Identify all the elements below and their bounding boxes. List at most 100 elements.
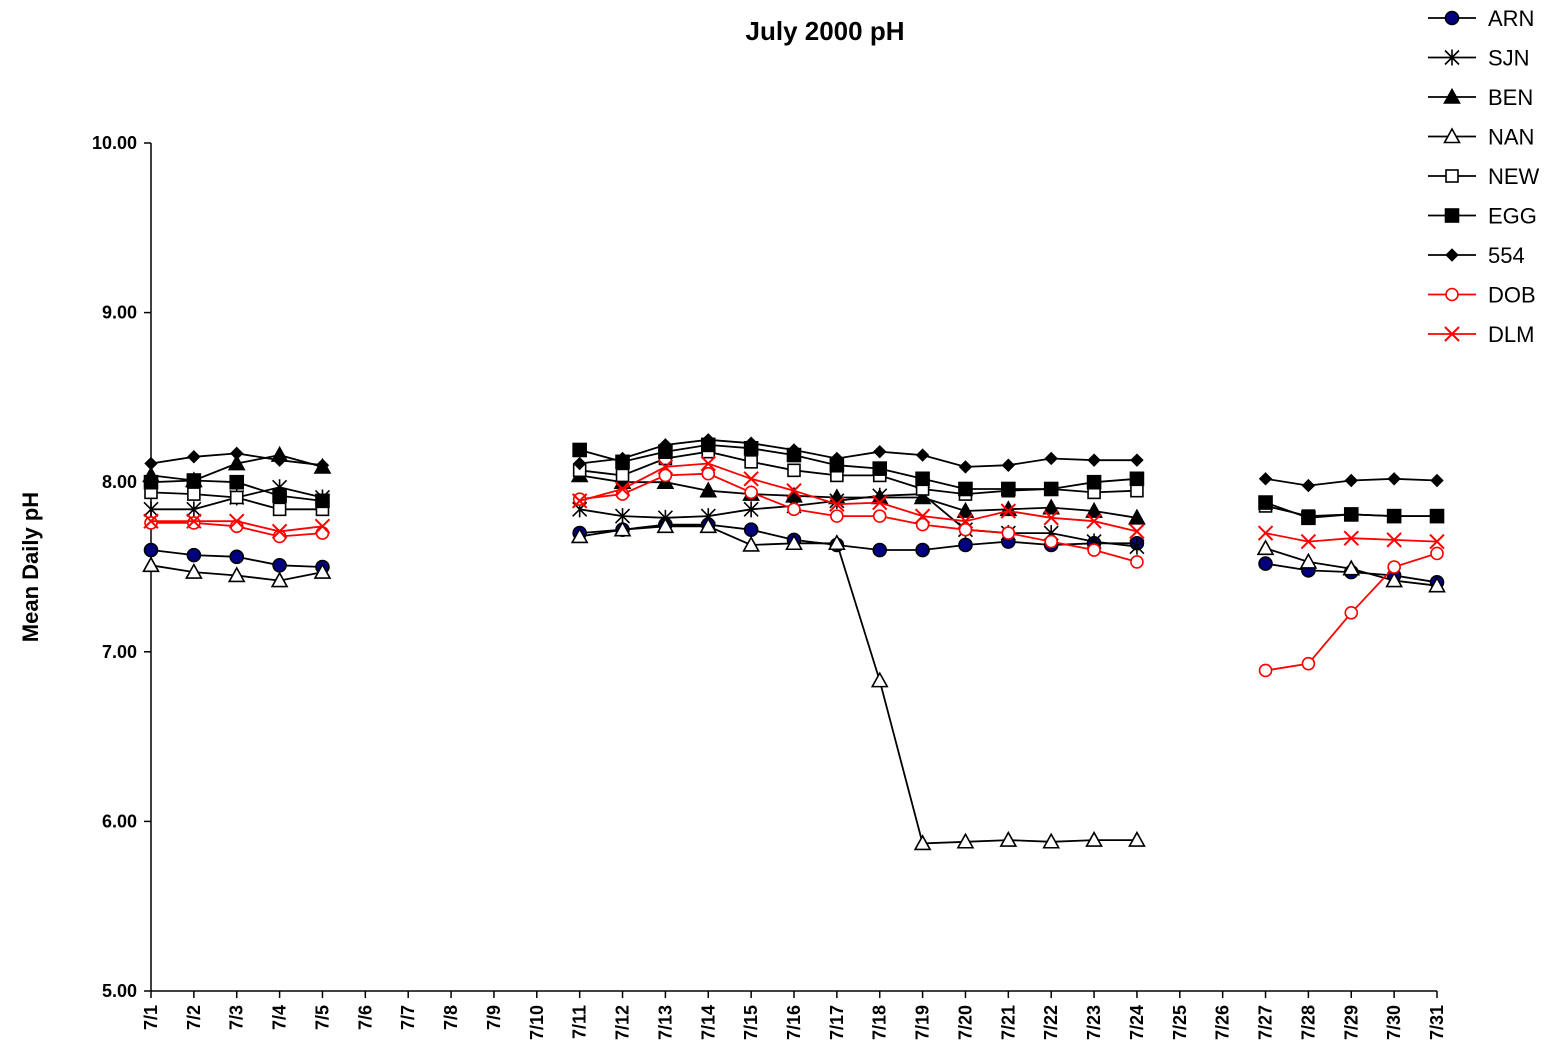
data-point-dlm	[743, 471, 759, 487]
data-point-554	[187, 450, 201, 464]
data-point-egg	[1301, 510, 1316, 526]
data-point-554	[915, 448, 930, 462]
legend-marker	[1445, 248, 1459, 262]
legend-item-arn: ARN	[1428, 6, 1534, 31]
data-point-arn	[915, 542, 930, 558]
data-point-sjn	[143, 501, 159, 518]
legend-label: 554	[1488, 243, 1525, 268]
data-point-ben	[1042, 498, 1061, 515]
data-point-arn	[143, 542, 159, 558]
series-nan	[142, 517, 1446, 851]
legend-item-egg: EGG	[1428, 204, 1537, 229]
data-point-egg	[186, 473, 202, 488]
legend-label: NAN	[1488, 125, 1534, 150]
data-point-ben	[227, 454, 246, 471]
data-point-egg	[1429, 508, 1445, 524]
data-point-ben	[913, 488, 932, 505]
data-point-dlm	[1000, 503, 1017, 519]
data-point-new	[272, 502, 287, 517]
data-point-nan	[1128, 830, 1146, 847]
data-point-nan	[1385, 571, 1403, 588]
legend-marker	[1445, 169, 1459, 183]
data-point-dlm	[229, 513, 245, 529]
legend-item-554: 554	[1428, 243, 1525, 268]
data-point-dob	[1301, 656, 1316, 671]
legend-marker	[1444, 10, 1460, 26]
legend-marker	[1443, 87, 1461, 104]
data-point-dob	[1258, 663, 1273, 678]
data-point-554	[1344, 473, 1358, 488]
data-point-554	[701, 433, 715, 447]
data-point-dob	[1044, 534, 1058, 549]
legend-item-new: NEW	[1428, 164, 1540, 189]
legend-marker	[1444, 208, 1460, 223]
data-point-nan	[1299, 552, 1318, 569]
legend-label: ARN	[1488, 6, 1534, 31]
data-point-dlm	[314, 518, 331, 535]
data-point-554	[1387, 472, 1401, 486]
x-tick-label: 7/21	[998, 1005, 1018, 1040]
data-point-arn	[1258, 556, 1273, 571]
data-point-dlm	[872, 494, 888, 511]
data-point-dob	[144, 516, 158, 530]
data-point-nan	[142, 556, 160, 573]
x-tick-label: 7/7	[398, 1005, 418, 1030]
data-point-dob	[1430, 546, 1444, 561]
x-tick-label: 7/28	[1298, 1005, 1318, 1040]
y-axis-ticks: 5.00 6.00 7.00 8.00 9.00 10.00	[92, 133, 151, 1001]
x-tick-label: 7/6	[355, 1005, 375, 1030]
y-tick-label: 9.00	[102, 303, 137, 323]
legend-item-sjn: SJN	[1428, 46, 1530, 71]
series-554	[144, 433, 1444, 493]
data-point-dlm	[914, 508, 931, 524]
data-point-dob	[830, 509, 844, 523]
data-point-arn	[872, 542, 888, 558]
data-point-dlm	[700, 455, 716, 472]
y-tick-label: 10.00	[92, 133, 137, 153]
x-tick-label: 7/5	[312, 1005, 332, 1030]
data-point-554	[658, 438, 673, 452]
x-tick-label: 7/2	[184, 1005, 204, 1030]
legend-label: EGG	[1488, 204, 1537, 229]
data-point-554	[1044, 451, 1058, 466]
y-axis-title: Mean Daily pH	[18, 492, 43, 642]
data-point-egg	[1001, 481, 1016, 497]
series-dlm	[143, 455, 1445, 550]
data-point-egg	[315, 493, 330, 509]
x-tick-label: 7/10	[527, 1005, 547, 1040]
data-point-dob	[658, 468, 673, 483]
data-point-nan	[613, 520, 632, 537]
data-point-554	[958, 460, 973, 474]
data-point-new	[787, 463, 801, 478]
data-point-ben	[1085, 501, 1103, 518]
data-point-nan	[1342, 559, 1361, 576]
data-point-egg	[872, 461, 888, 476]
data-point-dlm	[786, 482, 802, 499]
data-point-dob	[872, 509, 887, 523]
data-point-nan	[570, 527, 589, 544]
data-point-dob	[1344, 605, 1359, 620]
data-point-dlm	[829, 496, 845, 512]
data-point-egg	[1386, 508, 1402, 524]
data-point-dlm	[1129, 523, 1145, 540]
data-point-new	[744, 455, 758, 469]
legend-label: DOB	[1488, 283, 1536, 308]
data-point-sjn	[743, 501, 759, 518]
data-point-dlm	[1257, 525, 1274, 541]
legend-item-ben: BEN	[1428, 85, 1533, 110]
legend-item-dob: DOB	[1428, 283, 1536, 308]
data-point-new	[187, 487, 201, 501]
data-point-arn	[743, 522, 759, 537]
x-tick-label: 7/14	[698, 1005, 718, 1040]
data-point-554	[1087, 453, 1101, 467]
data-point-554	[1258, 472, 1273, 486]
data-point-nan	[1042, 832, 1061, 849]
data-point-nan	[999, 830, 1018, 847]
data-point-nan	[956, 832, 975, 849]
data-point-dob	[701, 466, 716, 481]
data-point-554	[1130, 453, 1144, 467]
data-point-arn	[229, 549, 245, 565]
data-point-dlm	[271, 523, 288, 540]
chart-title: July 2000 pH	[746, 16, 905, 46]
